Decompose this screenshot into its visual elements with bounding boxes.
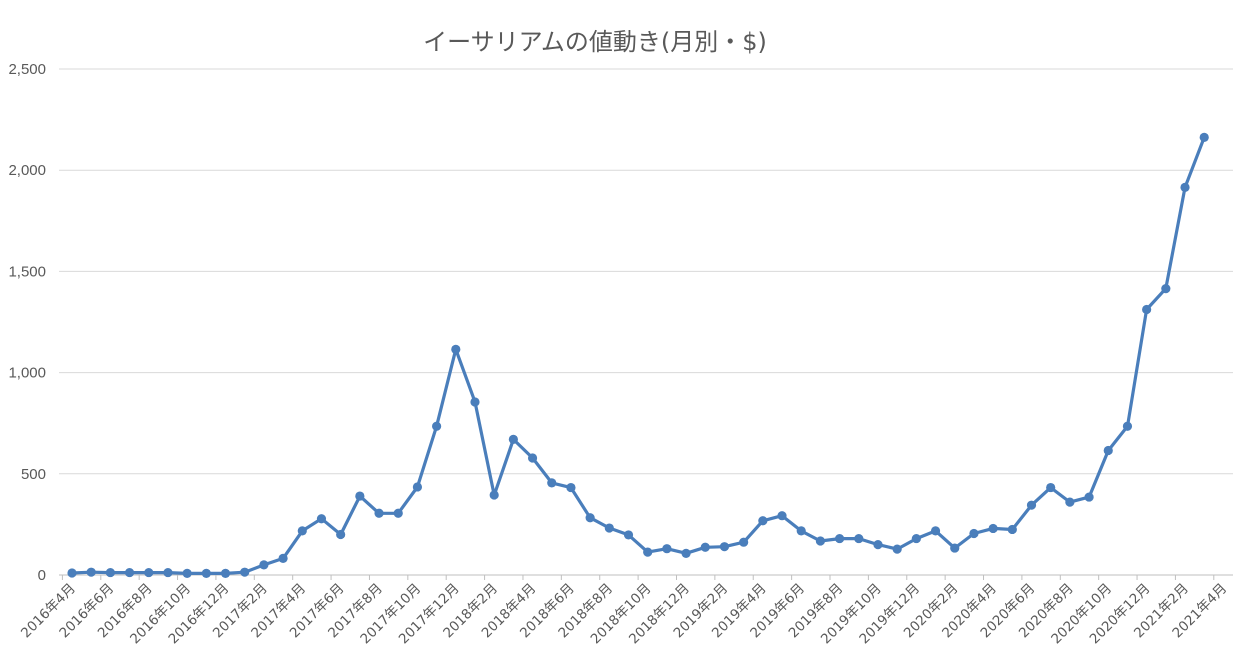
- data-point: [259, 560, 269, 570]
- data-point: [124, 567, 135, 578]
- data-point: [67, 568, 77, 578]
- data-point: [681, 548, 691, 558]
- data-point: [105, 567, 115, 578]
- series-layer: [67, 132, 1209, 578]
- chart-title: イーサリアムの値動き(月別・$): [423, 28, 767, 56]
- data-point: [220, 568, 231, 578]
- data-point: [911, 533, 921, 544]
- data-point: [643, 547, 653, 557]
- data-point: [374, 508, 384, 518]
- data-point: [585, 513, 595, 523]
- data-point: [969, 528, 979, 539]
- data-point: [604, 523, 614, 533]
- data-point: [412, 482, 423, 492]
- data-point: [144, 567, 154, 578]
- data-point: [355, 491, 365, 501]
- data-point: [278, 553, 288, 564]
- data-point: [1103, 445, 1113, 456]
- y-tick-label: 2,500: [8, 61, 46, 78]
- data-point: [527, 453, 538, 463]
- data-point: [451, 344, 461, 354]
- y-tick-label: 1,500: [8, 263, 46, 280]
- data-point: [892, 544, 902, 554]
- data-point: [758, 516, 768, 526]
- y-tick-label: 1,000: [8, 365, 46, 382]
- data-point: [1161, 284, 1171, 294]
- data-point: [1084, 492, 1094, 502]
- data-point: [988, 523, 998, 534]
- x-tick-labels: 2016年4月2016年6月2016年8月2016年10月2016年12月201…: [18, 581, 1230, 648]
- data-point: [1142, 304, 1152, 315]
- data-point: [316, 514, 327, 524]
- data-point: [1007, 524, 1017, 535]
- data-point: [1180, 182, 1190, 193]
- data-point: [432, 421, 442, 431]
- data-point: [1065, 497, 1075, 507]
- data-point: [1046, 482, 1056, 493]
- data-point: [566, 482, 576, 493]
- data-point: [719, 542, 730, 552]
- data-point: [163, 567, 173, 578]
- data-point: [240, 567, 250, 577]
- y-tick-label: 500: [21, 466, 46, 483]
- gridlines: [59, 68, 1233, 475]
- data-point: [815, 536, 826, 546]
- data-point: [86, 567, 96, 577]
- axes: [59, 574, 1233, 580]
- data-point: [182, 568, 192, 578]
- data-point: [201, 568, 211, 578]
- data-point: [739, 537, 749, 547]
- data-point: [508, 434, 518, 444]
- data-point: [1122, 421, 1133, 431]
- data-point: [1026, 500, 1037, 510]
- data-point: [470, 397, 480, 407]
- data-point: [393, 508, 403, 518]
- data-point: [873, 540, 883, 550]
- y-tick-labels: 0 500 1,000 1,500 2,000 2,500: [8, 61, 46, 584]
- data-point: [297, 526, 307, 536]
- data-point: [930, 526, 941, 536]
- data-point: [336, 529, 346, 540]
- data-point: [623, 530, 634, 540]
- data-point: [950, 543, 960, 553]
- y-tick-label: 0: [38, 567, 46, 584]
- data-point: [489, 490, 499, 500]
- data-point: [796, 526, 806, 536]
- data-point: [662, 544, 672, 554]
- data-point: [777, 511, 787, 521]
- data-point: [854, 533, 864, 544]
- data-point: [1199, 132, 1209, 143]
- y-tick-label: 2,000: [8, 162, 46, 179]
- data-point: [547, 478, 557, 488]
- data-point: [700, 542, 710, 552]
- data-point: [835, 533, 845, 544]
